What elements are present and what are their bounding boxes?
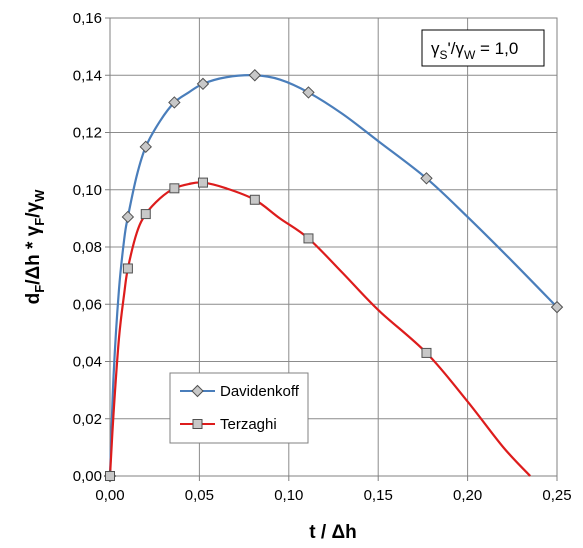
y-title-mid: /Δh * γ	[23, 225, 44, 284]
y-tick-label: 0,06	[73, 296, 102, 313]
y-title-d: d	[23, 293, 44, 305]
annotation-sub-2: W	[464, 48, 476, 62]
data-point-davidenkoff	[139, 140, 152, 154]
data-point-davidenkoff	[248, 69, 262, 82]
x-tick-label: 0,00	[95, 487, 124, 504]
series-group	[103, 69, 564, 483]
data-point-terzaghi	[122, 263, 133, 274]
y-tick-label: 0,00	[73, 468, 102, 485]
x-tick-label: 0,15	[364, 487, 393, 504]
data-point-terzaghi	[303, 233, 314, 244]
data-point-terzaghi	[140, 209, 151, 220]
annotation-gamma-1: γ	[431, 39, 440, 58]
data-point-davidenkoff	[420, 172, 433, 185]
x-tick-label: 0,10	[274, 487, 303, 504]
annotation-text: γS'/γW = 1,0	[431, 39, 518, 62]
legend-label-terzaghi: Terzaghi	[220, 416, 277, 433]
legend: Davidenkoff Terzaghi	[169, 372, 309, 444]
y-tick-label: 0,16	[73, 10, 102, 27]
y-tick-label: 0,02	[73, 411, 102, 428]
y-tick-label: 0,04	[73, 354, 102, 371]
data-point-terzaghi	[197, 177, 208, 188]
x-tick-label: 0,25	[542, 487, 571, 504]
data-point-terzaghi	[169, 183, 180, 194]
annotation-frame	[421, 29, 545, 67]
annotation-box: γS'/γW = 1,0	[421, 29, 545, 67]
y-tick-label: 0,10	[73, 182, 102, 199]
y-tick-label: 0,12	[73, 125, 102, 142]
data-point-davidenkoff	[196, 77, 210, 91]
y-title-sub-f: F	[32, 285, 47, 293]
legend-label-davidenkoff: Davidenkoff	[220, 383, 300, 400]
x-tick-label: 0,05	[185, 487, 214, 504]
y-title-slash-gamma: /γ	[23, 202, 44, 218]
legend-marker-davidenkoff	[191, 384, 204, 398]
data-point-davidenkoff	[302, 86, 315, 99]
data-point-terzaghi	[421, 347, 432, 358]
y-title-sub-f2: F	[32, 218, 47, 226]
y-axis-title: dF/Δh * γF/γW	[23, 189, 47, 304]
legend-marker-terzaghi	[192, 419, 203, 429]
annotation-mid: '/γ	[448, 39, 465, 58]
annotation-tail: = 1,0	[475, 39, 518, 58]
data-point-terzaghi	[249, 194, 260, 205]
data-point-davidenkoff	[168, 96, 181, 109]
y-title-sub-w: W	[32, 189, 47, 202]
data-point-davidenkoff	[121, 210, 135, 224]
x-tick-label: 0,20	[453, 487, 482, 504]
x-axis-title: t / Δh	[309, 522, 356, 543]
y-tick-label: 0,08	[73, 239, 102, 256]
legend-frame	[169, 372, 309, 444]
axis-ticks: 0,00 0,02 0,04 0,06 0,08 0,10 0,12 0,14 0,16 0,00…	[73, 10, 572, 504]
data-point-davidenkoff	[550, 300, 564, 314]
annotation-sub-1: S	[440, 48, 448, 62]
data-point-terzaghi	[105, 471, 115, 481]
y-tick-label: 0,14	[73, 67, 102, 84]
